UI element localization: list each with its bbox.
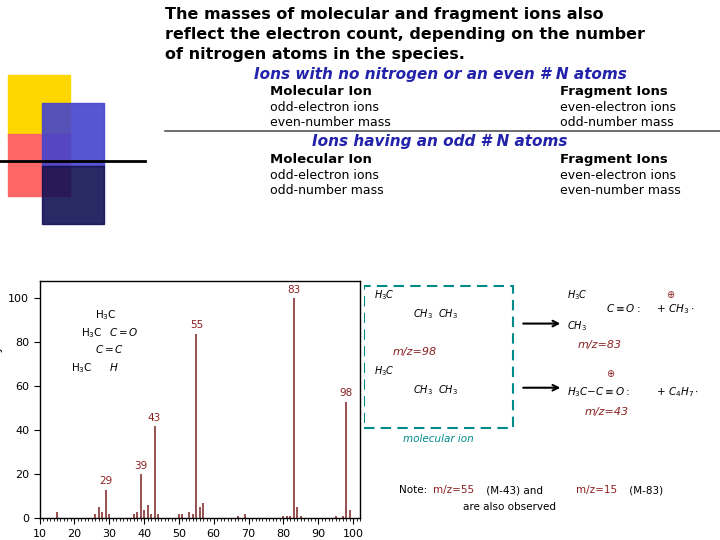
Text: $CH_3\ \ CH_3$: $CH_3\ \ CH_3$ — [413, 307, 459, 321]
Text: 83: 83 — [287, 285, 300, 295]
Text: Ions with no nitrogen or an even # N atoms: Ions with no nitrogen or an even # N ato… — [253, 68, 626, 82]
Text: $+\ C_4H_7\cdot$: $+\ C_4H_7\cdot$ — [656, 386, 699, 399]
Text: 39: 39 — [134, 461, 147, 471]
Text: $H_3C$: $H_3C$ — [567, 288, 588, 302]
Text: Fragment Ions: Fragment Ions — [560, 85, 667, 98]
Text: (M-83): (M-83) — [626, 485, 662, 495]
Text: ⊕: ⊕ — [667, 291, 675, 300]
Text: even-number mass: even-number mass — [560, 184, 680, 197]
Bar — [42, 166, 104, 224]
Text: (M-43) and: (M-43) and — [483, 485, 546, 495]
Text: $C{=}O$: $C{=}O$ — [109, 326, 139, 338]
Bar — [8, 133, 70, 196]
Text: $CH_3\ \ CH_3$: $CH_3\ \ CH_3$ — [413, 383, 459, 397]
Text: $\mathregular{H_3C}$: $\mathregular{H_3C}$ — [81, 326, 103, 340]
Text: ⊕: ⊕ — [606, 369, 614, 379]
Text: odd-electron ions: odd-electron ions — [270, 102, 379, 114]
Text: $H$: $H$ — [109, 361, 119, 373]
Bar — [8, 75, 70, 138]
Text: molecular ion: molecular ion — [403, 434, 474, 444]
Text: m/z=98: m/z=98 — [392, 347, 436, 357]
Text: Molecular Ion: Molecular Ion — [270, 85, 372, 98]
Text: odd-number mass: odd-number mass — [560, 117, 674, 130]
Text: $CH_3$: $CH_3$ — [567, 319, 587, 333]
Text: are also observed: are also observed — [464, 502, 557, 512]
Text: 98: 98 — [339, 388, 353, 399]
Text: 43: 43 — [148, 413, 161, 423]
Text: m/z=43: m/z=43 — [585, 407, 629, 417]
Text: reflect the electron count, depending on the number: reflect the electron count, depending on… — [165, 27, 645, 42]
Text: Fragment Ions: Fragment Ions — [560, 153, 667, 166]
Text: $C{\equiv}O{:}$: $C{\equiv}O{:}$ — [606, 302, 641, 314]
Text: Note:: Note: — [399, 485, 431, 495]
Text: m/z=83: m/z=83 — [577, 340, 621, 350]
Text: The masses of molecular and fragment ions also: The masses of molecular and fragment ion… — [165, 7, 603, 22]
Text: 55: 55 — [189, 320, 203, 330]
Bar — [42, 104, 104, 166]
Text: of nitrogen atoms in the species.: of nitrogen atoms in the species. — [165, 47, 465, 62]
Text: $H_3C{-}C{\equiv}O{:}$: $H_3C{-}C{\equiv}O{:}$ — [567, 386, 630, 399]
Text: m/z=55: m/z=55 — [433, 485, 474, 495]
Text: even-number mass: even-number mass — [270, 117, 391, 130]
Text: $+\ CH_3\cdot$: $+\ CH_3\cdot$ — [656, 302, 694, 316]
Text: $\mathregular{H_3C}$: $\mathregular{H_3C}$ — [95, 308, 117, 322]
Text: 29: 29 — [99, 476, 112, 487]
Text: Ions having an odd # N atoms: Ions having an odd # N atoms — [312, 133, 568, 148]
Text: $H_3C$: $H_3C$ — [374, 288, 395, 302]
Text: $\mathregular{H_3C}$: $\mathregular{H_3C}$ — [71, 361, 93, 375]
Text: $H_3C$: $H_3C$ — [374, 364, 395, 378]
Text: $C{=}C$: $C{=}C$ — [95, 343, 125, 355]
Text: m/z=15: m/z=15 — [576, 485, 617, 495]
Text: odd-number mass: odd-number mass — [270, 184, 384, 197]
Text: odd-electron ions: odd-electron ions — [270, 168, 379, 181]
Y-axis label: Relative Intensity: Relative Intensity — [0, 345, 3, 454]
Text: Molecular Ion: Molecular Ion — [270, 153, 372, 166]
Text: even-electron ions: even-electron ions — [560, 168, 676, 181]
Text: even-electron ions: even-electron ions — [560, 102, 676, 114]
